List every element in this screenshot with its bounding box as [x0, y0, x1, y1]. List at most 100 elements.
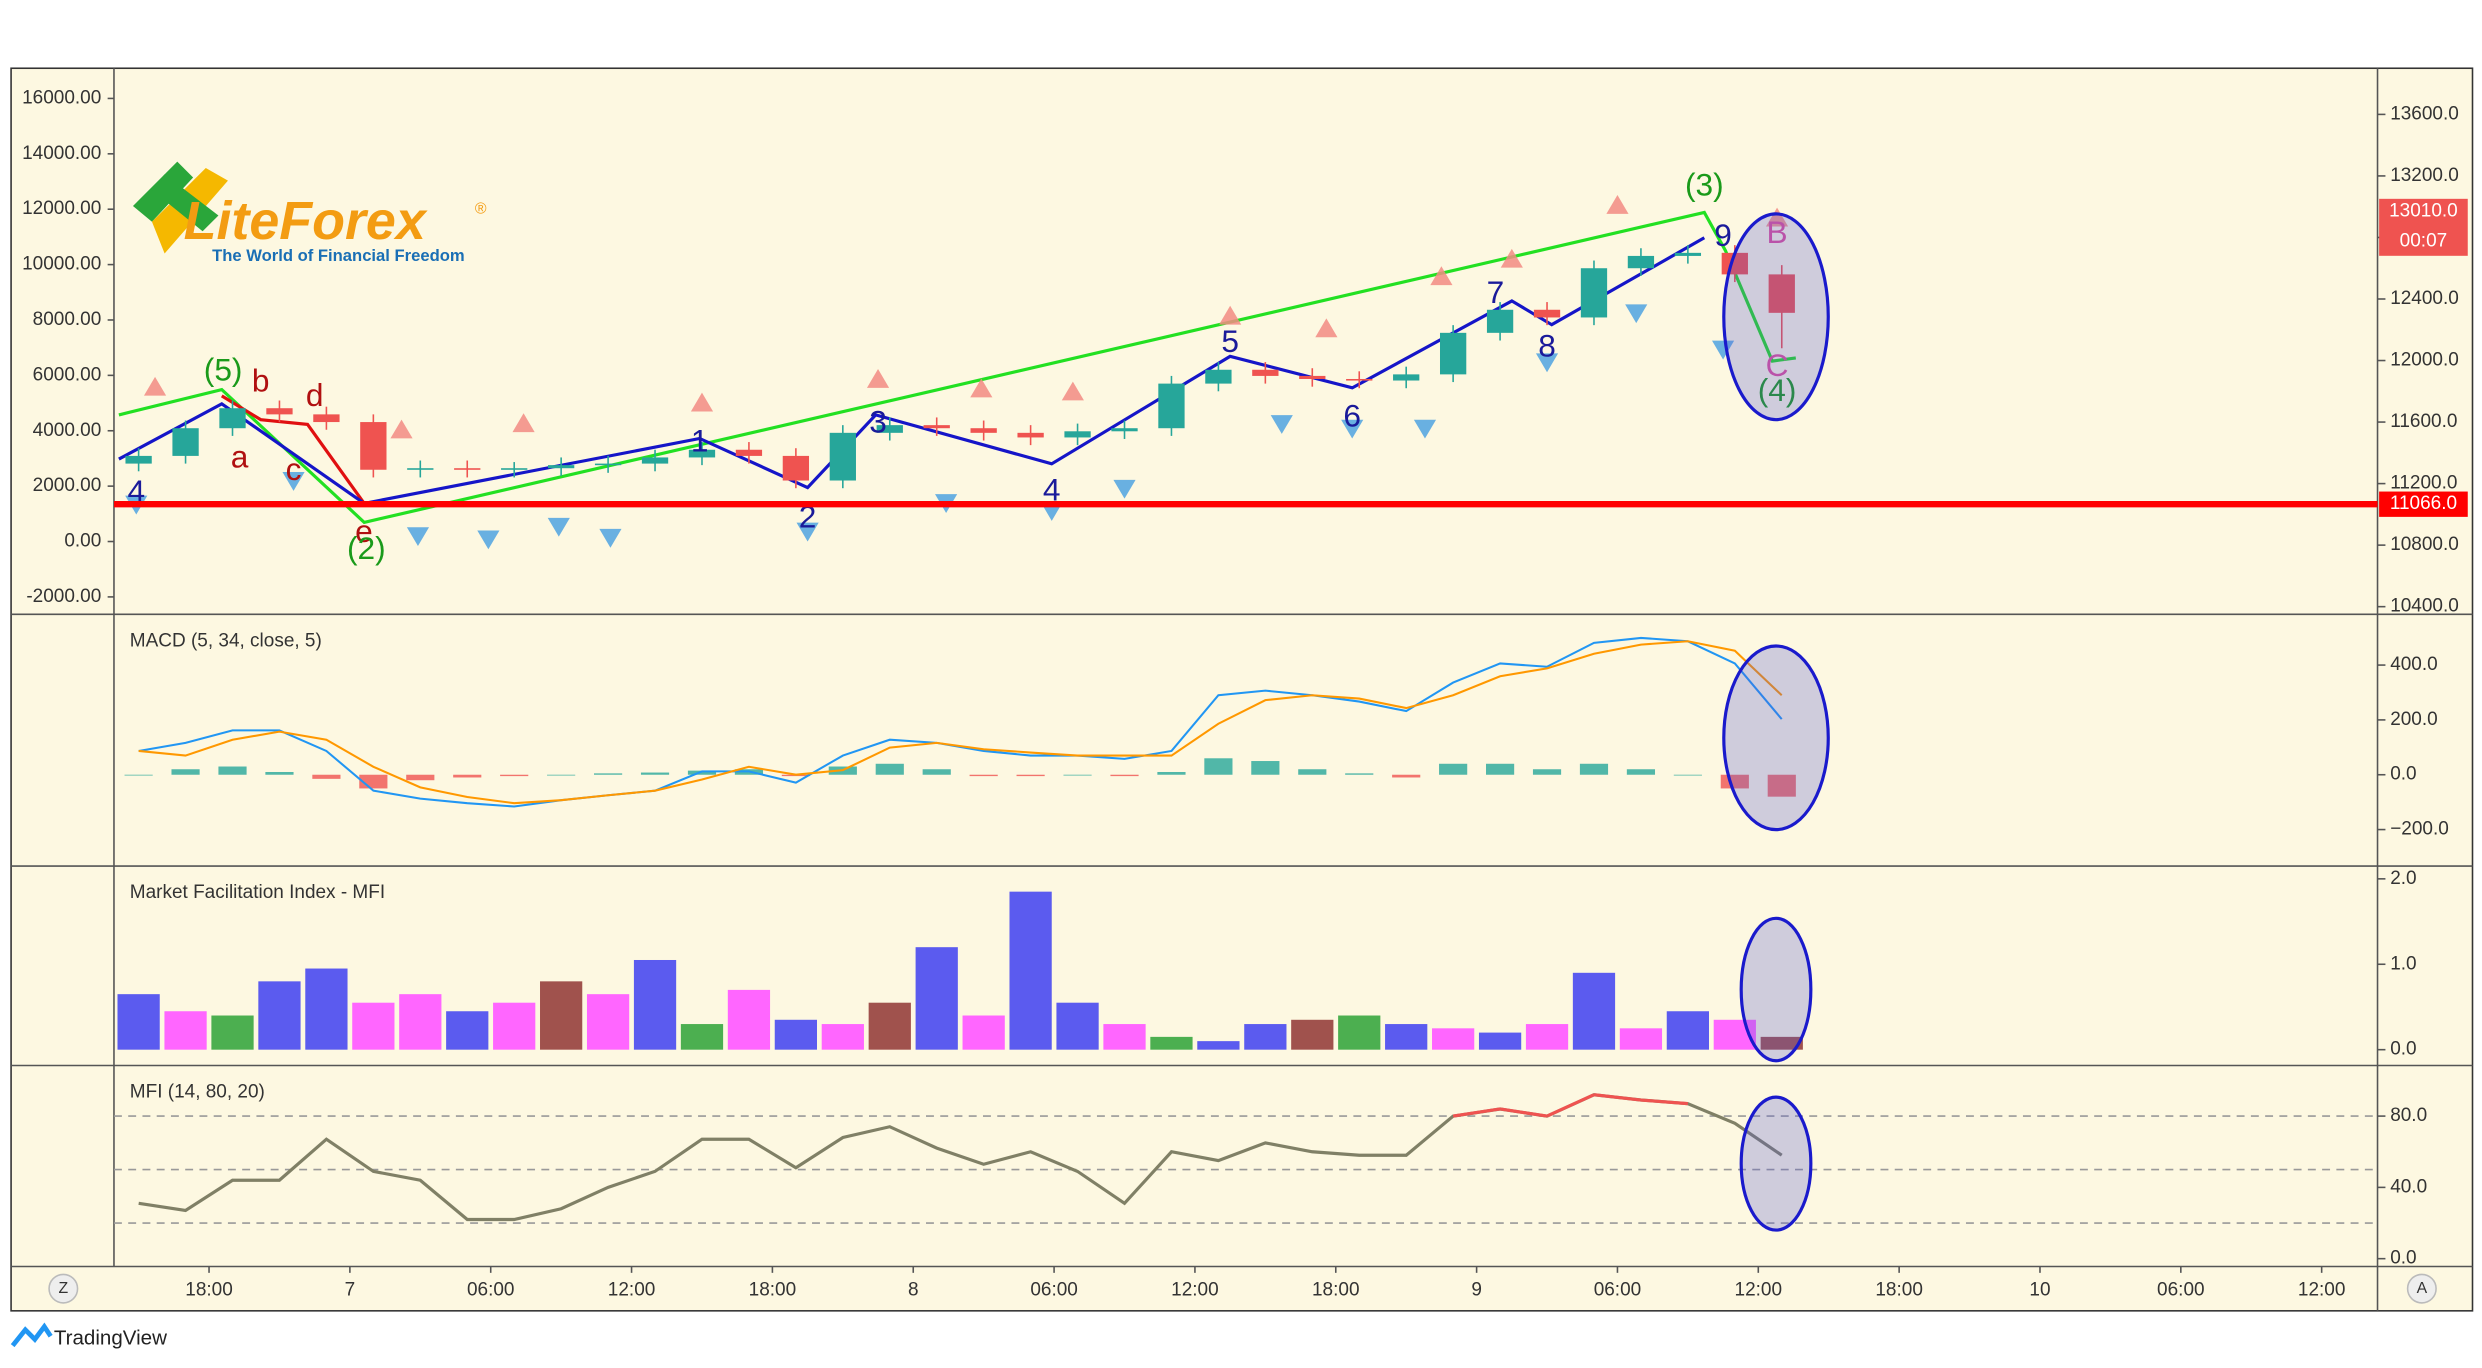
fractal-up [690, 392, 714, 412]
fractal-down [547, 517, 570, 537]
histogram-bar [922, 769, 951, 775]
x-tick-label: 18:00 [749, 1279, 797, 1300]
last-price-label: 13010.0 [2389, 201, 2458, 222]
x-tick-label: 12:00 [1735, 1279, 1783, 1300]
candle-body [641, 457, 669, 464]
pane-title: MACD (5, 34, close, 5) [130, 630, 322, 651]
wave-label: b [252, 363, 270, 399]
highlight-ellipse [1739, 1095, 1813, 1232]
highlight-ellipse [1739, 916, 1813, 1063]
footer-brand[interactable]: TradingView [54, 1327, 167, 1350]
y-tick-label: 13200.0 [2390, 165, 2459, 186]
wave-label: 2 [799, 498, 817, 534]
bar [915, 947, 958, 1050]
wave-label: 9 [1714, 217, 1732, 253]
x-tick-label: 18:00 [1875, 1279, 1923, 1300]
fractal-up [866, 368, 890, 388]
fractal-down [796, 522, 819, 542]
bar [399, 994, 442, 1050]
candle-body [501, 468, 528, 470]
candle-body [1533, 309, 1561, 318]
x-tick-label: 06:00 [1594, 1279, 1642, 1300]
candle-body [829, 432, 856, 481]
wave-label: 3 [869, 404, 887, 440]
fractal-down [1625, 304, 1648, 324]
histogram-bar [1251, 761, 1280, 775]
fractal-up [1500, 248, 1523, 268]
y-tick-label: 2.0 [2390, 868, 2416, 889]
fractal-down [1113, 479, 1136, 499]
bar [1572, 972, 1616, 1050]
candle-body [172, 428, 199, 456]
wave-line [118, 236, 1706, 506]
fractal-down [1341, 419, 1364, 439]
button[interactable] [48, 1273, 79, 1304]
x-tick-label: 9 [1471, 1279, 1482, 1300]
button-label[interactable]: Z [58, 1280, 68, 1297]
overbought-segment [1640, 1098, 1688, 1106]
y-tick-label: 11200.0 [2390, 473, 2457, 494]
y-tick-label: 16000.00 [22, 87, 101, 108]
bar [1338, 1015, 1381, 1050]
bar [1103, 1024, 1146, 1050]
histogram-bar [406, 774, 435, 781]
candle-body [1674, 252, 1702, 256]
wave-line [118, 210, 1797, 525]
fractal-up [390, 419, 413, 439]
x-tick-label: 06:00 [2157, 1279, 2205, 1300]
overbought-segment [1593, 1093, 1642, 1102]
fractal-down [477, 530, 500, 550]
wave-label: 6 [1343, 397, 1361, 433]
y-tick-label: 11600.0 [2390, 411, 2457, 432]
y-tick-label: 0.0 [2390, 764, 2416, 785]
overbought-segment [1499, 1107, 1548, 1118]
candle-body [876, 425, 903, 433]
price-badge [2379, 491, 2468, 517]
candle-body [125, 455, 152, 464]
candle-body [313, 414, 340, 423]
y-tick-label: 2000.00 [33, 475, 102, 496]
bar [1197, 1041, 1240, 1050]
fractal-up [1765, 207, 1789, 227]
candle-body [407, 468, 434, 470]
x-tick-label: 12:00 [608, 1279, 656, 1300]
chart-frame [10, 67, 2474, 1312]
y-tick-label: 0.0 [2390, 1039, 2416, 1060]
histogram-bar [1579, 763, 1609, 775]
fractal-down [1413, 419, 1437, 439]
candle-body [266, 408, 293, 415]
histogram-bar [1298, 769, 1327, 775]
button[interactable] [2406, 1273, 2437, 1304]
bar [868, 1002, 911, 1050]
candle-body [1393, 374, 1420, 381]
wave-label: 4 [127, 473, 145, 509]
footer-icon [10, 1322, 53, 1348]
bar [821, 1024, 864, 1050]
button-label[interactable]: A [2417, 1280, 2428, 1297]
y-tick-label: 0.00 [64, 531, 101, 552]
fractal-down [1270, 415, 1293, 434]
candle-body [735, 449, 763, 456]
bar [164, 1011, 207, 1050]
y-tick-label: 4000.00 [33, 420, 102, 441]
bar [1291, 1019, 1334, 1050]
bar [633, 959, 677, 1050]
candle-body [1580, 268, 1608, 318]
bar [1150, 1036, 1193, 1050]
highlights [1722, 212, 1830, 1232]
histogram-bar [594, 773, 623, 775]
fractal-up [1219, 305, 1242, 325]
candle-body [360, 422, 387, 470]
wave-label: (3) [1685, 167, 1724, 203]
candle-body [1346, 378, 1373, 381]
y-tick-label: 0.0 [2390, 1248, 2416, 1269]
histogram-bar [687, 770, 717, 775]
histogram-bar [1345, 773, 1374, 775]
logo-mark: ® [475, 200, 487, 217]
bar [1056, 1002, 1099, 1050]
highlight-ellipse [1722, 644, 1830, 832]
y-tick-label: 6000.00 [33, 364, 102, 385]
bar [962, 1015, 1005, 1050]
candle-body [1627, 255, 1655, 269]
